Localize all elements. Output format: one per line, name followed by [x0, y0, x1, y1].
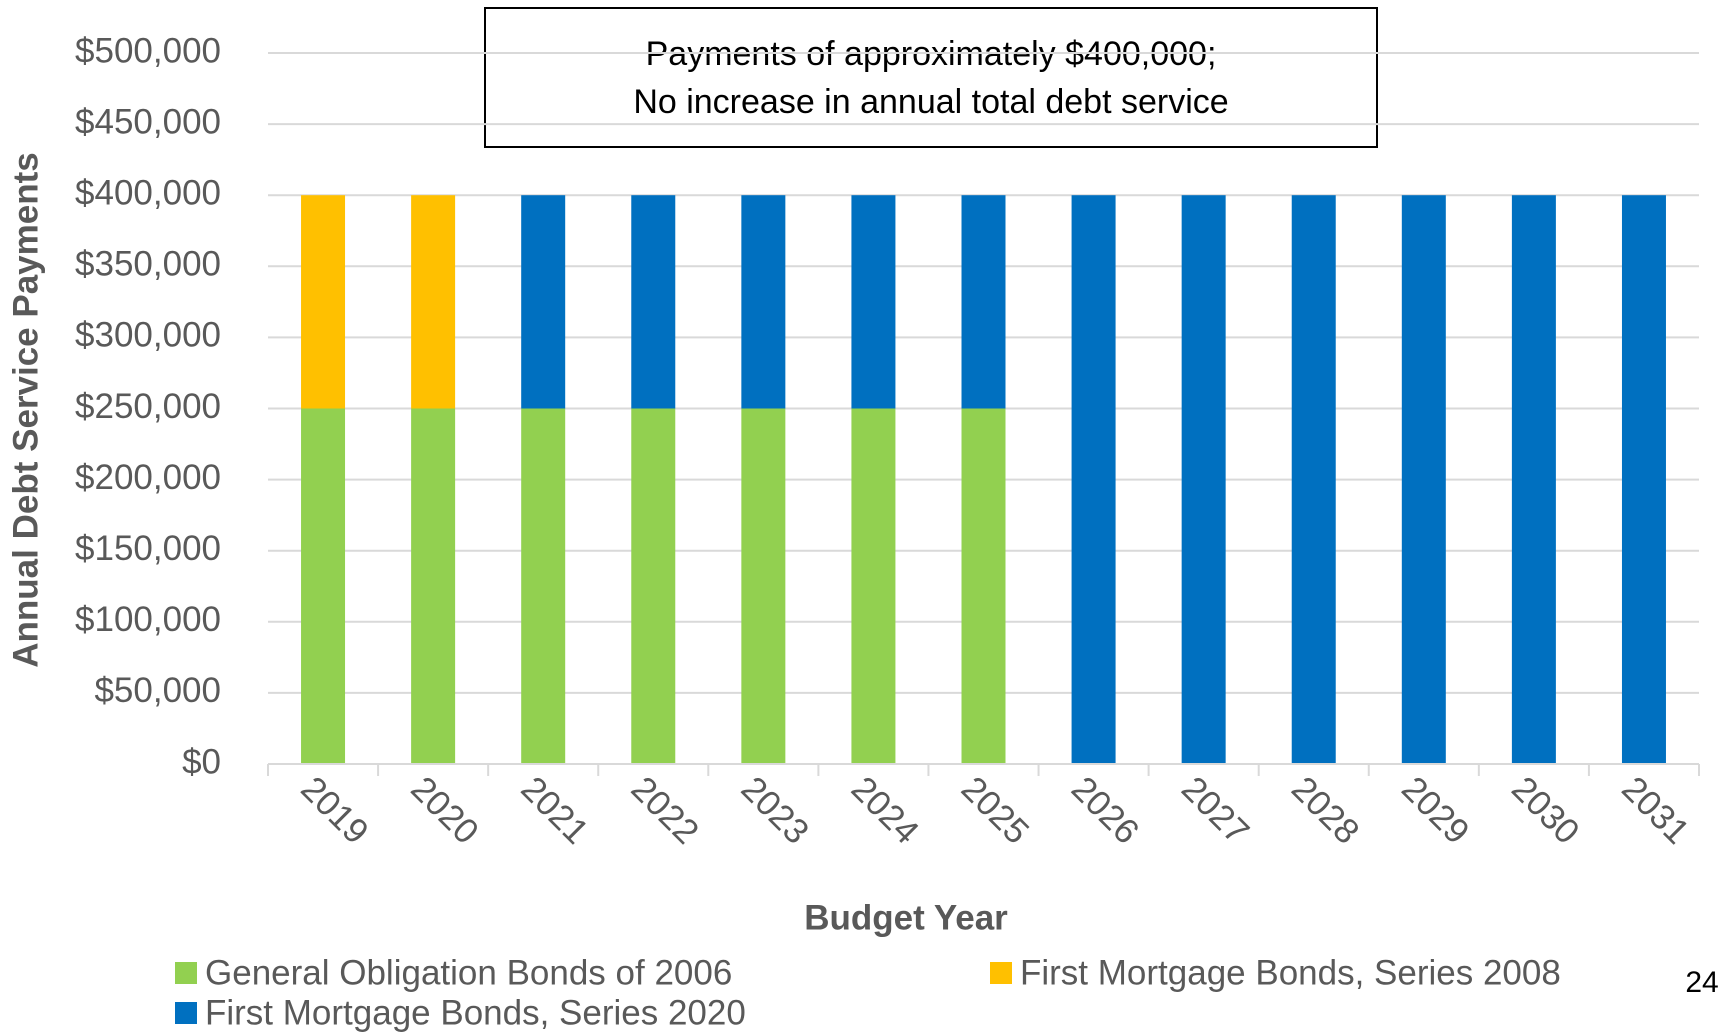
x-axis-title: Budget Year	[804, 898, 1008, 937]
y-tick-label: $100,000	[75, 600, 221, 639]
x-tick-label: 2024	[844, 769, 927, 852]
legend-swatch	[990, 962, 1012, 984]
x-tick-label: 2019	[293, 769, 376, 852]
x-tick-label: 2023	[734, 769, 817, 852]
bar-segment	[521, 195, 566, 409]
y-tick-label: $250,000	[75, 387, 221, 426]
x-tick-label: 2022	[624, 769, 707, 852]
legend-label: General Obligation Bonds of 2006	[205, 953, 732, 992]
bar-segment	[961, 195, 1006, 409]
bar-segment	[1401, 195, 1446, 764]
x-tick-label: 2027	[1174, 769, 1257, 852]
x-tick-label: 2025	[954, 769, 1037, 852]
y-tick-label: $150,000	[75, 529, 221, 568]
x-tick-label: 2030	[1504, 769, 1587, 852]
legend-swatch	[175, 962, 197, 984]
y-tick-label: $300,000	[75, 316, 221, 355]
bar-segment	[961, 408, 1006, 764]
bar-segment	[631, 408, 676, 764]
x-tick-label: 2031	[1614, 769, 1697, 852]
page-number: 24	[1685, 966, 1718, 999]
bar-segment	[1621, 195, 1666, 764]
bar-segment	[851, 408, 896, 764]
bar-segment	[301, 408, 346, 764]
x-tick-label: 2021	[513, 769, 596, 852]
y-tick-label: $0	[182, 742, 221, 781]
x-tick-label: 2029	[1394, 769, 1477, 852]
y-tick-label: $50,000	[94, 671, 221, 710]
y-tick-label: $350,000	[75, 245, 221, 284]
bar-segment	[741, 408, 786, 764]
y-axis-title: Annual Debt Service Payments	[6, 152, 45, 667]
bar-segment	[1291, 195, 1336, 764]
y-tick-label: $500,000	[75, 31, 221, 70]
bar-segment	[741, 195, 786, 409]
bar-segment	[521, 408, 566, 764]
y-tick-label: $200,000	[75, 458, 221, 497]
x-tick-label: 2020	[403, 769, 486, 852]
y-tick-label: $450,000	[75, 102, 221, 141]
x-tick-label: 2028	[1284, 769, 1367, 852]
legend-label: First Mortgage Bonds, Series 2008	[1020, 953, 1561, 992]
x-tick-label: 2026	[1064, 769, 1147, 852]
y-tick-label: $400,000	[75, 173, 221, 212]
bar-segment	[411, 195, 456, 409]
bar-segment	[851, 195, 896, 409]
bar-segment	[1511, 195, 1556, 764]
bar-segment	[301, 195, 346, 409]
bar-segment	[1071, 195, 1116, 764]
legend-label: First Mortgage Bonds, Series 2020	[205, 993, 746, 1032]
legend-swatch	[175, 1002, 197, 1024]
annotation: No increase in annual total debt service	[633, 83, 1228, 121]
annotation-box	[484, 7, 1378, 148]
bar-segment	[411, 408, 456, 764]
bar-segment	[631, 195, 676, 409]
bar-segment	[1181, 195, 1226, 764]
